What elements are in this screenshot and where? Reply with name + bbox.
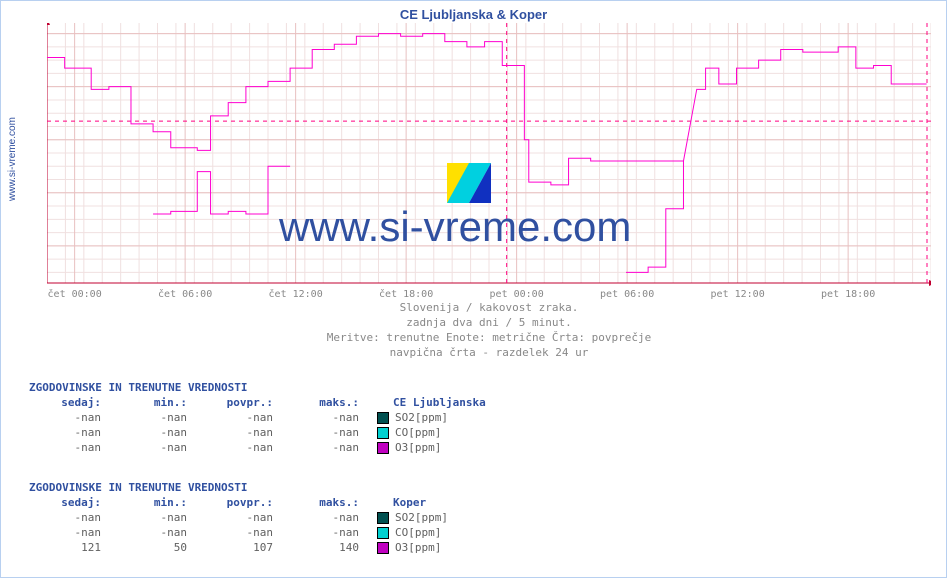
series-label: CO[ppm] [395,426,441,441]
legend-col-header: maks.: [287,396,373,411]
svg-text:čet 18:00: čet 18:00 [379,288,433,300]
legend-value: 107 [201,541,287,556]
series-label: O3[ppm] [395,541,441,556]
legend-value: -nan [201,511,287,526]
svg-text:čet 00:00: čet 00:00 [48,288,102,300]
legend-value: 140 [287,541,373,556]
caption-line: Meritve: trenutne Enote: metrične Črta: … [47,331,931,346]
legend-value: -nan [287,511,373,526]
side-url-label: www.si-vreme.com [7,117,18,201]
swatch-icon [377,542,389,554]
chart-captions: Slovenija / kakovost zraka. zadnja dva d… [47,301,931,360]
legend-row: 12150107140 O3[ppm] [29,541,448,556]
legend-value: -nan [287,426,373,441]
legend-value: -nan [29,511,115,526]
page-frame: www.si-vreme.com CE Ljubljanska & Koper … [0,0,947,578]
legend-col-header: sedaj: [29,496,115,511]
series-label: SO2[ppm] [395,511,448,526]
caption-line: zadnja dva dni / 5 minut. [47,316,931,331]
legend-col-header: min.: [115,496,201,511]
legend-col-header: sedaj: [29,396,115,411]
swatch-icon [377,512,389,524]
legend-value: -nan [201,441,287,456]
legend-value: -nan [201,426,287,441]
legend-value: -nan [29,441,115,456]
svg-text:pet 00:00: pet 00:00 [490,289,544,300]
legend-value: -nan [287,441,373,456]
caption-line: Slovenija / kakovost zraka. [47,301,931,316]
series-label: CO[ppm] [395,526,441,541]
legend-value: -nan [115,426,201,441]
legend-block-1: ZGODOVINSKE IN TRENUTNE VREDNOSTI sedaj:… [29,381,486,456]
legend-block-2: ZGODOVINSKE IN TRENUTNE VREDNOSTI sedaj:… [29,481,448,556]
legend-row: -nan-nan-nan-nanCO[ppm] [29,526,448,541]
legend-value: -nan [287,411,373,426]
legend-col-header: min.: [115,396,201,411]
chart-title: CE Ljubljanska & Koper [1,7,946,22]
legend-value: -nan [201,411,287,426]
legend-value: -nan [115,526,201,541]
legend-value: -nan [115,441,201,456]
legend-row: -nan-nan-nan-nanSO2[ppm] [29,411,486,426]
legend-value: -nan [115,511,201,526]
svg-text:pet 06:00: pet 06:00 [600,289,654,300]
legend-value: -nan [29,526,115,541]
chart-svg: čet 00:00 čet 06:00 čet 12:00 čet 18:00 pet … [47,23,931,303]
legend-col-header: povpr.: [201,496,287,511]
legend-value: 50 [115,541,201,556]
svg-text:čet 06:00: čet 06:00 [158,288,212,300]
svg-text:pet 18:00: pet 18:00 [821,289,875,300]
legend-col-header: maks.: [287,496,373,511]
chart-area: čet 00:00čet 06:00čet 12:00čet 18:00pet … [47,23,931,283]
legend-row: -nan-nan-nan-nanSO2[ppm] [29,511,448,526]
legend-value: -nan [29,411,115,426]
legend-station: CE Ljubljanska [393,396,486,411]
swatch-icon [377,427,389,439]
swatch-icon [377,442,389,454]
series-label: O3[ppm] [395,441,441,456]
legend-row: -nan-nan-nan-nanO3[ppm] [29,441,486,456]
legend-col-header: povpr.: [201,396,287,411]
legend-station: Koper [393,496,426,511]
legend-row: -nan-nan-nan-nanCO[ppm] [29,426,486,441]
legend-value: -nan [115,411,201,426]
swatch-icon [377,527,389,539]
legend-value: 121 [29,541,115,556]
caption-line: navpična črta - razdelek 24 ur [47,346,931,361]
series-label: SO2[ppm] [395,411,448,426]
svg-text:pet 12:00: pet 12:00 [711,289,765,300]
svg-text:čet 12:00: čet 12:00 [269,288,323,300]
legend-value: -nan [201,526,287,541]
legend-value: -nan [29,426,115,441]
legend-title: ZGODOVINSKE IN TRENUTNE VREDNOSTI [29,381,486,396]
swatch-icon [377,412,389,424]
legend-value: -nan [287,526,373,541]
legend-title: ZGODOVINSKE IN TRENUTNE VREDNOSTI [29,481,448,496]
